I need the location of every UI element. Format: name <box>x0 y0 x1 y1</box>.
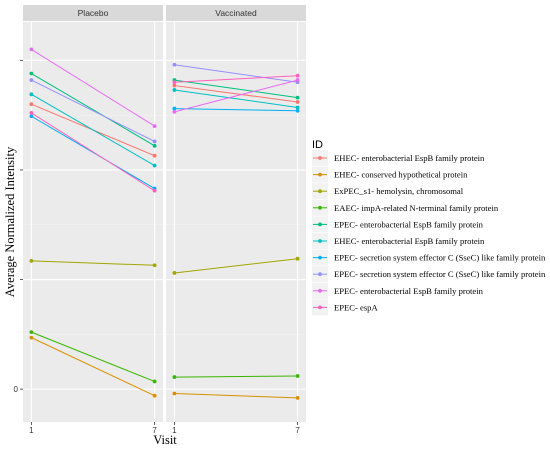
y-tick-label: 0 <box>14 385 19 394</box>
series-line <box>174 375 298 378</box>
series-line <box>31 93 155 166</box>
facet-label-vaccinated: Vaccinated <box>215 8 257 18</box>
data-point <box>295 374 300 378</box>
data-point <box>152 143 157 148</box>
data-point <box>295 256 300 261</box>
legend-key-point <box>318 189 322 194</box>
series-line <box>174 89 298 108</box>
x-tick-label: 7 <box>152 426 157 435</box>
legend-entry-label: EAEC- impA-related N-terminal family pro… <box>334 203 499 213</box>
data-point <box>295 395 300 400</box>
data-point <box>172 88 177 92</box>
series-line <box>174 79 298 113</box>
series-line <box>31 331 155 382</box>
legend-entry-label: EPEC- secretion system effector C (SseC)… <box>334 269 546 279</box>
legend-key-point <box>318 272 322 277</box>
legend-entry-label: EPEC- espA <box>334 302 378 312</box>
data-point <box>295 78 300 82</box>
legend-key-point <box>318 156 322 160</box>
legend-key-point <box>318 305 322 310</box>
data-point <box>172 106 177 111</box>
legend-key-point <box>318 172 322 177</box>
x-tick-label: 1 <box>172 426 177 435</box>
legend-key-point <box>318 239 322 243</box>
legend: EHEC- enterobacterial EspB family protei… <box>312 150 546 316</box>
x-axis-title: Visit <box>153 433 177 447</box>
data-point <box>29 111 34 115</box>
data-point <box>29 335 34 340</box>
legend-entry-label: EPEC- enterobacterial EspB family protei… <box>334 219 484 229</box>
data-point <box>152 163 157 168</box>
facet-strip-placebo <box>23 5 163 21</box>
series-line <box>31 48 155 127</box>
series-line <box>31 260 155 266</box>
data-point <box>29 78 34 82</box>
data-point <box>152 393 157 398</box>
data-point <box>172 62 177 67</box>
series-line <box>174 85 298 103</box>
data-point <box>152 379 157 384</box>
data-point <box>172 271 177 275</box>
data-point <box>172 83 177 88</box>
data-point <box>152 124 157 129</box>
data-point <box>152 188 157 193</box>
legend-title: ID <box>312 139 323 151</box>
legend-key-point <box>318 205 322 210</box>
data-point <box>29 330 34 335</box>
facet-label-placebo: Placebo <box>78 8 109 18</box>
data-point <box>29 114 34 119</box>
legend-key-point <box>318 222 322 227</box>
data-point <box>295 73 300 78</box>
legend-entry-label: EPEC- secretion system effector C (SseC)… <box>334 253 546 263</box>
facet-strip-vaccinated <box>166 5 306 21</box>
legend-key-point <box>318 255 322 260</box>
data-point <box>152 263 157 268</box>
data-point <box>172 80 177 85</box>
data-point <box>29 259 34 263</box>
data-point <box>172 375 177 379</box>
data-point <box>29 47 34 52</box>
series-lines <box>29 47 300 400</box>
panel-placebo <box>23 22 163 422</box>
axis-ticks: 0 1 7 1 7 <box>14 59 300 435</box>
series-line <box>174 79 298 99</box>
data-point <box>172 391 177 396</box>
data-point <box>29 102 34 107</box>
y-axis-title: Average Normalized Intensity <box>3 146 17 297</box>
data-point <box>152 139 157 144</box>
data-point <box>152 153 157 158</box>
series-line <box>174 75 298 83</box>
series-line <box>174 64 298 83</box>
series-line <box>31 337 155 397</box>
data-point <box>295 95 300 100</box>
legend-entry-label: EPEC- enterobacterial EspB family protei… <box>334 286 484 296</box>
legend-key-point <box>318 288 322 293</box>
series-line <box>31 112 155 192</box>
data-point <box>295 100 300 104</box>
series-line <box>31 73 155 147</box>
data-point <box>29 92 34 97</box>
data-point <box>29 71 34 76</box>
legend-entry-label: ExPEC_s1- hemolysin, chromosomal <box>334 186 464 196</box>
series-line <box>174 258 298 274</box>
x-tick-label: 7 <box>295 426 300 435</box>
legend-entry-label: EHEC- conserved hypothetical protein <box>334 170 468 180</box>
series-line <box>174 108 298 112</box>
legend-entry-label: EHEC- enterobacterial EspB family protei… <box>334 153 485 163</box>
legend-entry-label: EHEC- enterobacterial EspB family protei… <box>334 236 485 246</box>
data-point <box>295 108 300 113</box>
data-point <box>295 105 300 110</box>
x-tick-label: 1 <box>29 426 34 435</box>
data-point <box>172 109 177 114</box>
series-line <box>31 79 155 142</box>
series-line <box>174 393 298 399</box>
